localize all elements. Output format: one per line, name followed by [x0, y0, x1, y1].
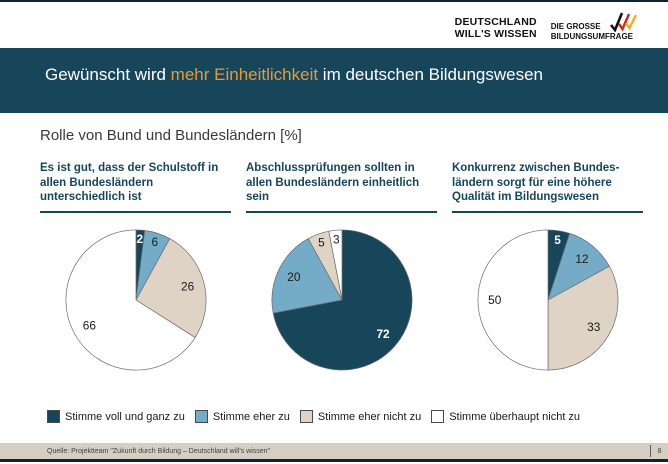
- slide-title: Gewünscht wird mehr Einheitlichkeit im d…: [0, 48, 668, 113]
- legend-swatch-dark: [47, 410, 60, 423]
- checkmarks-icon: [609, 12, 638, 32]
- top-rule: [0, 0, 668, 2]
- pie-slice-label: 26: [181, 280, 195, 294]
- chart-title-3: Konkurrenz zwischen Bundes-ländern sorgt…: [452, 161, 643, 214]
- pie-slice: [135, 238, 206, 339]
- legend-item: Stimme eher nicht zu: [299, 410, 422, 423]
- pie-slice-label: 5: [318, 236, 325, 250]
- pie-slice-label: 6: [151, 235, 158, 249]
- deutschland-wills-wissen-logo: DEUTSCHLAND WILL'S WISSEN: [455, 14, 537, 41]
- pie-chart-2: 72 20 5 3: [271, 229, 412, 371]
- legend-swatch-white: [431, 410, 445, 423]
- pie-slice-label: 2: [136, 232, 143, 246]
- logo-line-1: DIE GROSSE: [550, 22, 601, 31]
- chart-title-1: Es ist gut, dass der Schulstoff in allen…: [40, 161, 231, 214]
- header-logos: DEUTSCHLAND WILL'S WISSEN DIE GROSSE BIL…: [455, 12, 638, 41]
- legend-swatch-blue: [194, 410, 208, 423]
- pie-slice-label: 5: [554, 233, 561, 247]
- chart-column-2: Abschlussprüfungen sollten in allen Bund…: [246, 161, 437, 374]
- legend-label: Stimme überhaupt nicht zu: [449, 410, 581, 423]
- logo-line-1: DEUTSCHLAND: [454, 16, 537, 28]
- bottom-rule: [0, 459, 668, 462]
- pie-chart-3: 5 12 33 50: [477, 229, 618, 371]
- logo-line-2: BILDUNGSUMFRAGE: [550, 31, 633, 41]
- pie-slice-label: 33: [587, 320, 601, 334]
- legend-label: Stimme voll und ganz zu: [65, 410, 185, 423]
- title-highlight: mehr Einheitlichkeit: [170, 65, 319, 84]
- pie-slice: [477, 229, 548, 371]
- source-note: Quelle: Projektteam "Zukunft durch Bildu…: [47, 447, 271, 455]
- pie-slice: [271, 238, 343, 314]
- bildungsumfrage-logo: DIE GROSSE BILDUNGSUMFRAGE: [550, 12, 638, 41]
- legend-label: Stimme eher nicht zu: [317, 410, 422, 423]
- pie-slice: [327, 229, 342, 301]
- legend-item: Stimme überhaupt nicht zu: [431, 410, 580, 423]
- page-number: 8: [650, 445, 668, 457]
- pie-slice: [547, 265, 618, 371]
- pie-slice-label: 12: [575, 252, 588, 266]
- pie-slice-label: 50: [488, 293, 502, 307]
- legend-item: Stimme voll und ganz zu: [47, 410, 185, 423]
- logo-line-2: WILL'S WISSEN: [454, 27, 537, 40]
- chart-title-2: Abschlussprüfungen sollten in allen Bund…: [246, 161, 437, 214]
- pie-slice: [65, 229, 196, 371]
- chart-column-3: Konkurrenz zwischen Bundes-ländern sorgt…: [452, 161, 643, 374]
- chart-columns: Es ist gut, dass der Schulstoff in allen…: [40, 161, 643, 374]
- pie-slice-label: 72: [376, 327, 390, 341]
- legend: Stimme voll und ganz zu Stimme eher zu S…: [47, 410, 580, 423]
- footer: Quelle: Projektteam "Zukunft durch Bildu…: [0, 443, 668, 459]
- subtitle: Rolle von Bund und Bundesländern [%]: [40, 127, 302, 144]
- legend-label: Stimme eher zu: [212, 410, 290, 423]
- legend-swatch-beige: [299, 410, 313, 423]
- pie-slice-label: 20: [287, 270, 301, 284]
- title-text: Gewünscht wird: [45, 65, 171, 84]
- legend-item: Stimme eher zu: [194, 410, 290, 423]
- chart-column-1: Es ist gut, dass der Schulstoff in allen…: [40, 161, 231, 374]
- title-text: im deutschen Bildungswesen: [318, 65, 543, 84]
- pie-slice: [272, 229, 412, 371]
- pie-slice-label: 66: [82, 319, 96, 333]
- pie-slice-label: 3: [332, 232, 339, 246]
